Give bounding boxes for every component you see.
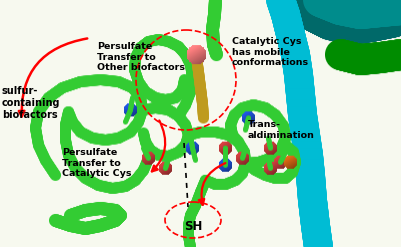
Text: Catalytic Cys
has mobile
conformations: Catalytic Cys has mobile conformations — [232, 37, 309, 67]
Text: Persulfate
Transfer to
Catalytic Cys: Persulfate Transfer to Catalytic Cys — [62, 148, 132, 178]
Text: sulfur-
containing
biofactors: sulfur- containing biofactors — [2, 86, 61, 120]
Text: Persulfate
Transfer to
Other biofactors: Persulfate Transfer to Other biofactors — [97, 42, 185, 72]
Text: SH: SH — [184, 220, 202, 232]
Text: Trans-
aldimination: Trans- aldimination — [248, 120, 315, 140]
